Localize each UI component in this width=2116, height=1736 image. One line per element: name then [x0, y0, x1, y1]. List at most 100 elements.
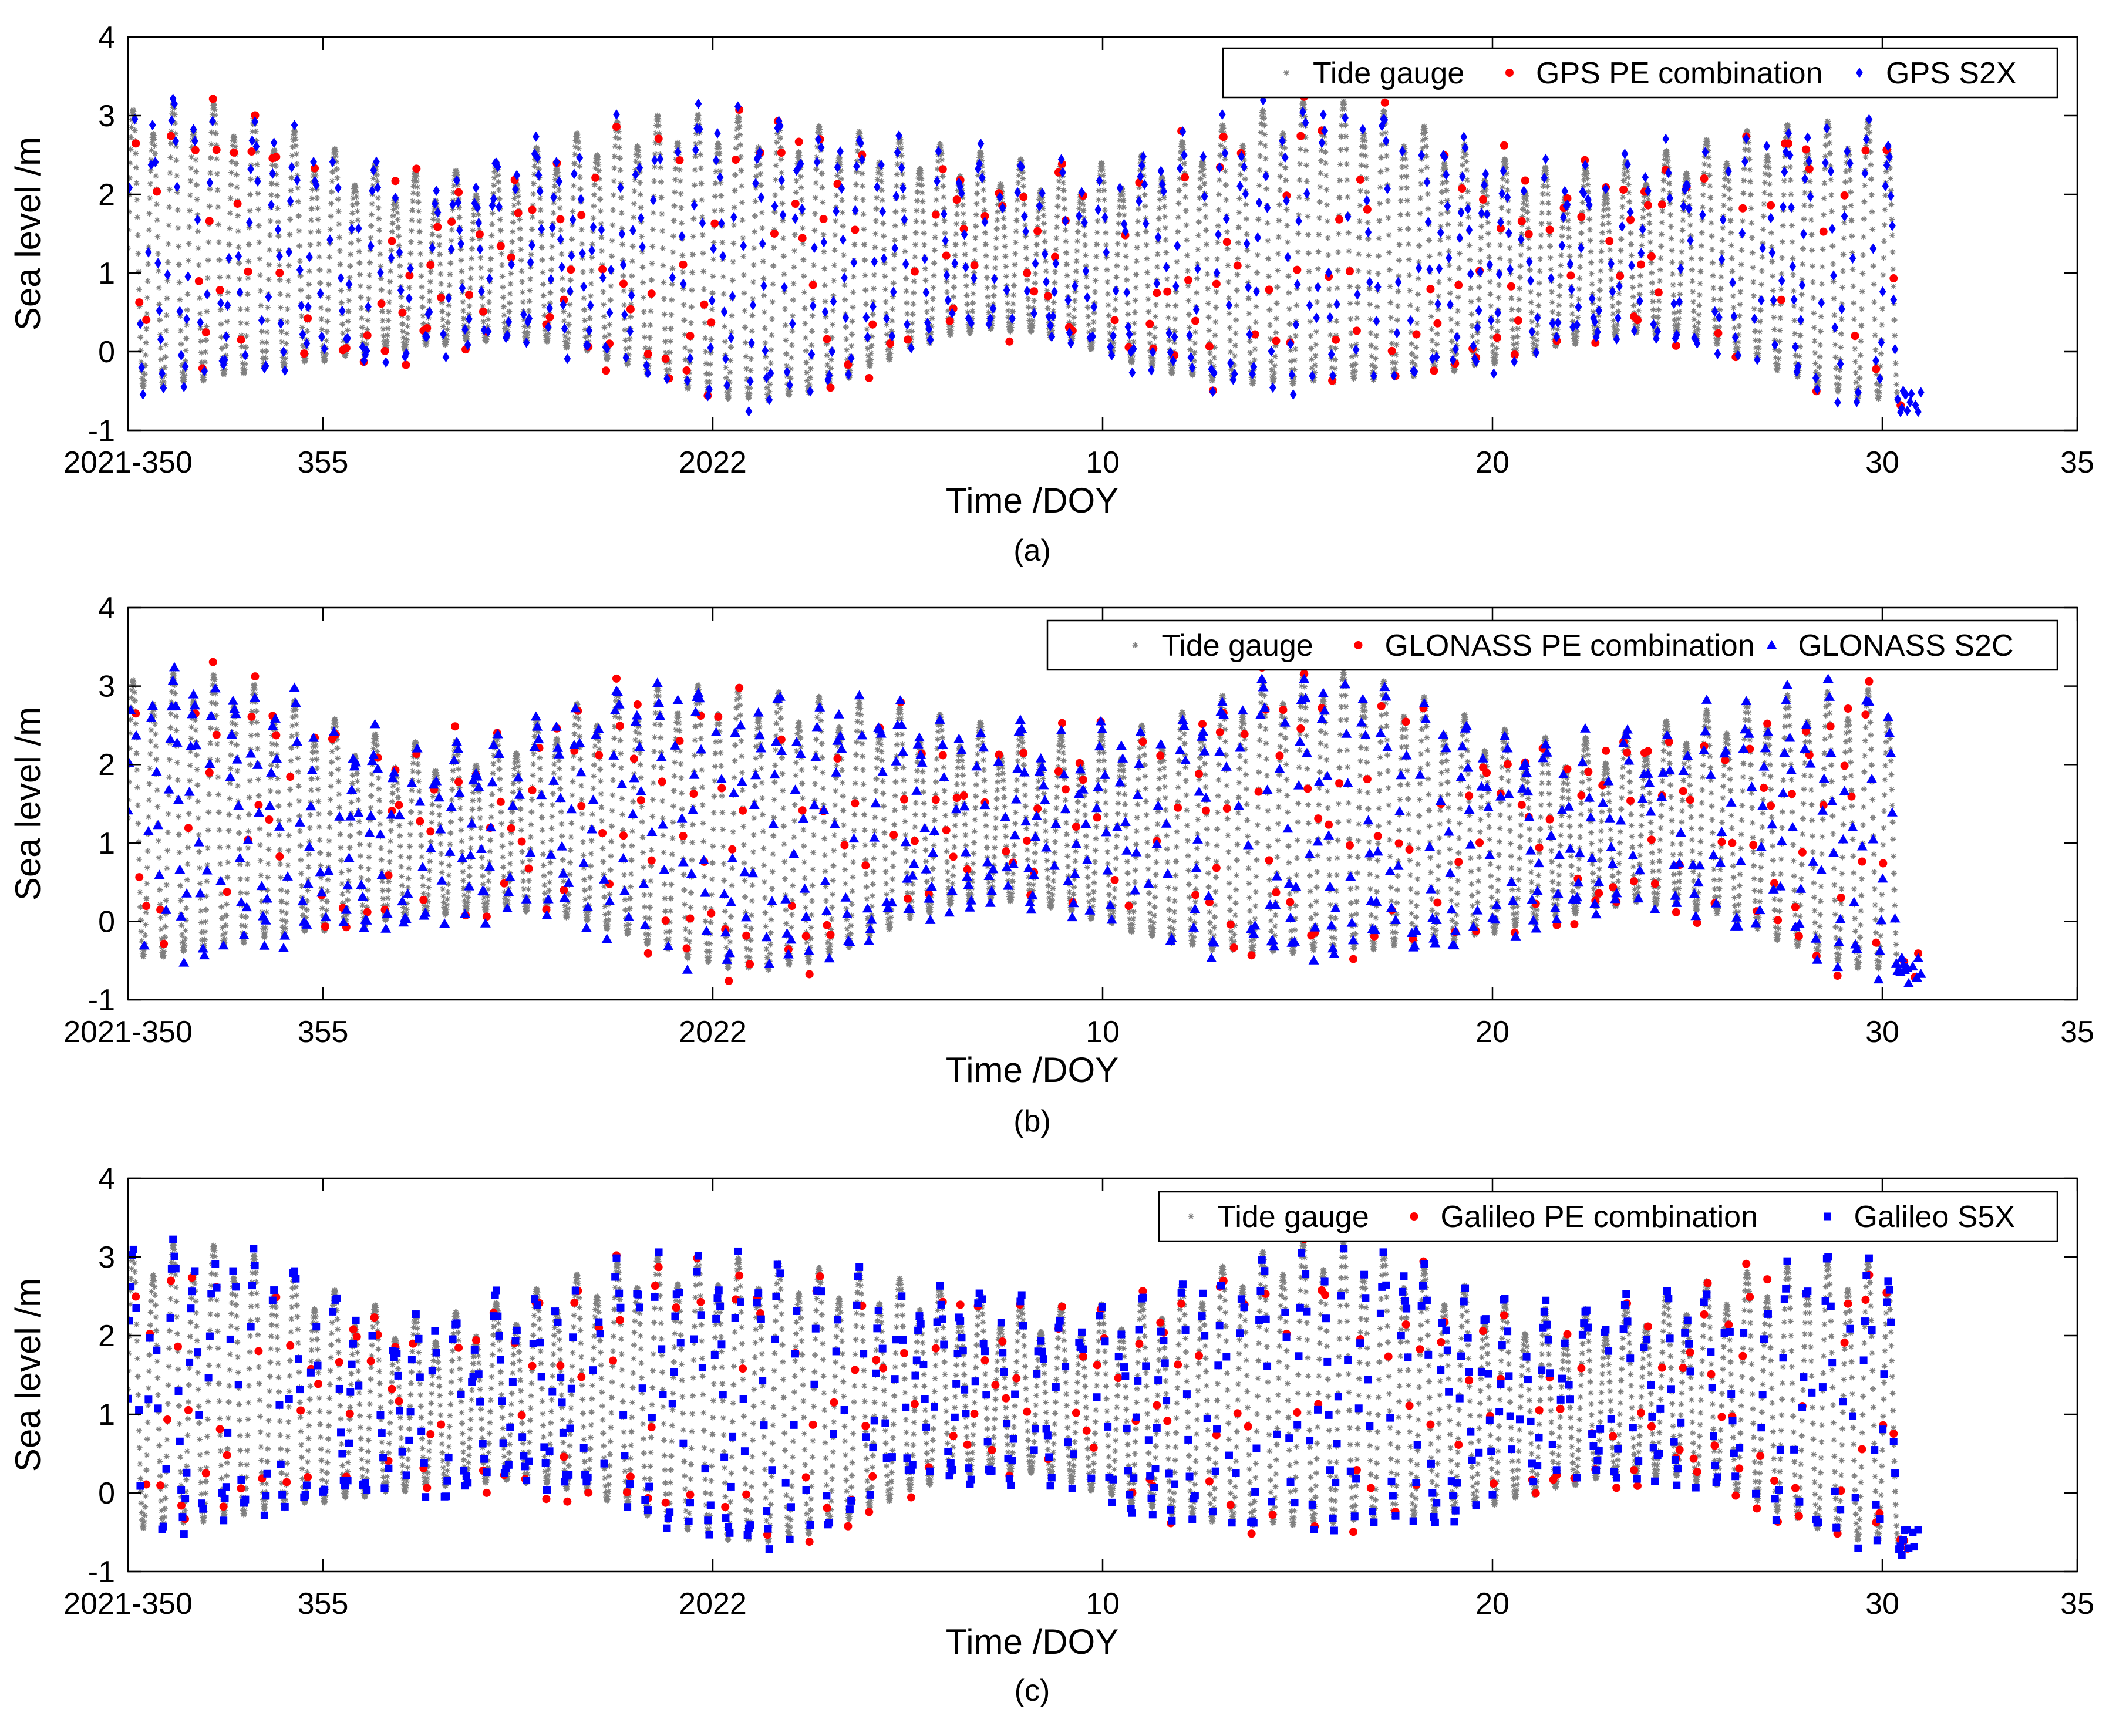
tide-gauge-point	[1443, 178, 1450, 185]
tide-gauge-point	[1043, 258, 1049, 264]
tide-gauge-point	[1172, 302, 1179, 309]
signal-point	[1090, 301, 1098, 312]
tide-gauge-point	[538, 219, 544, 225]
tide-gauge-point	[242, 344, 249, 350]
tide-gauge-point	[1101, 197, 1108, 203]
tide-gauge-point	[693, 141, 699, 147]
signal-point	[845, 369, 852, 380]
tide-gauge-point	[409, 217, 415, 223]
signal-point	[1394, 277, 1402, 288]
tide-gauge-point	[460, 308, 467, 314]
signal-point	[138, 362, 146, 373]
tide-gauge-point	[567, 301, 573, 308]
tide-gauge-point	[602, 333, 608, 340]
tide-gauge-point	[1706, 163, 1712, 169]
tide-gauge-point	[201, 376, 207, 383]
tide-gauge-point	[1678, 259, 1684, 266]
pe-combination-point	[910, 267, 919, 276]
tide-gauge-point	[691, 182, 698, 188]
tide-gauge-point	[1227, 325, 1233, 331]
tide-gauge-point	[1284, 223, 1291, 229]
tide-gauge-point	[1859, 270, 1866, 277]
signal-point	[589, 221, 597, 232]
pe-combination-point	[1654, 288, 1663, 297]
tide-gauge-point	[518, 246, 524, 252]
tide-gauge-point	[1197, 176, 1204, 182]
tide-gauge-point	[853, 168, 860, 175]
tide-gauge-point	[1236, 209, 1242, 215]
signal-point	[1255, 197, 1263, 208]
tide-gauge-point	[1032, 280, 1038, 286]
signal-point	[1128, 367, 1136, 378]
tide-gauge-point	[864, 326, 870, 332]
tide-gauge-point	[851, 241, 858, 248]
tide-gauge-point	[266, 261, 272, 268]
tide-gauge-point	[1276, 201, 1283, 208]
tide-gauge-point	[1474, 346, 1480, 353]
tide-gauge-point	[913, 218, 919, 225]
pe-combination-point	[1005, 337, 1014, 346]
tide-gauge-point	[597, 208, 604, 214]
tide-gauge-point	[1766, 181, 1773, 187]
tide-gauge-point	[1669, 247, 1675, 254]
signal-point	[834, 161, 841, 173]
tide-gauge-point	[939, 173, 946, 180]
tide-gauge-point	[507, 281, 514, 287]
signal-point	[335, 183, 342, 194]
tide-gauge-point	[477, 255, 484, 261]
tide-gauge-point	[879, 197, 885, 203]
signal-point	[183, 314, 190, 325]
tide-gauge-point	[781, 271, 787, 278]
tide-gauge-point	[1861, 215, 1867, 222]
signal-point	[779, 210, 787, 221]
tide-gauge-point	[155, 251, 161, 257]
tide-gauge-point	[884, 331, 890, 338]
tide-gauge-point	[1527, 267, 1533, 273]
pe-combination-point	[808, 281, 817, 289]
tide-gauge-point	[1699, 230, 1705, 236]
tide-gauge-point	[1835, 386, 1842, 392]
pe-combination-point	[1380, 98, 1389, 107]
pe-combination-point	[770, 229, 779, 238]
tide-gauge-point	[133, 180, 140, 186]
tide-gauge-point	[1801, 202, 1808, 208]
tide-gauge-point	[1697, 281, 1703, 287]
tide-gauge-point	[1309, 365, 1315, 371]
pe-combination-point	[826, 383, 835, 392]
tide-gauge-point	[1717, 306, 1723, 313]
tide-gauge-point	[328, 200, 335, 207]
tide-gauge-point	[181, 372, 188, 379]
tide-gauge-point	[727, 358, 734, 364]
tide-gauge-point	[985, 294, 991, 300]
tide-gauge-point	[1868, 161, 1874, 168]
tide-gauge-point	[445, 311, 451, 318]
tide-gauge-point	[766, 389, 773, 395]
tide-gauge-point	[1759, 254, 1765, 260]
tide-gauge-point	[1123, 253, 1129, 259]
tide-gauge-point	[527, 276, 534, 282]
tide-gauge-point	[419, 304, 426, 311]
signal-point	[696, 123, 703, 134]
tide-gauge-point	[1599, 230, 1606, 236]
tide-gauge-point	[1165, 315, 1171, 321]
tide-gauge-point	[702, 335, 709, 341]
tide-gauge-point	[241, 366, 248, 373]
tide-gauge-point	[1752, 337, 1758, 343]
tide-gauge-point	[606, 332, 612, 338]
tide-gauge-point	[502, 325, 508, 332]
signal-point	[943, 269, 951, 281]
tide-gauge-point	[1852, 370, 1859, 376]
signal-point	[1478, 207, 1485, 218]
signal-point	[1441, 151, 1448, 163]
pe-combination-point	[626, 305, 635, 314]
signal-point	[456, 224, 463, 235]
signal-point	[268, 200, 275, 211]
tide-gauge-point	[1660, 187, 1666, 193]
signal-point	[1188, 362, 1196, 373]
tide-gauge-point	[1440, 173, 1446, 179]
tide-gauge-point	[1401, 145, 1408, 151]
pe-combination-point	[201, 328, 210, 337]
tide-gauge-point	[1323, 187, 1330, 193]
tide-gauge-point	[1741, 166, 1747, 172]
tide-gauge-point	[1680, 198, 1687, 205]
